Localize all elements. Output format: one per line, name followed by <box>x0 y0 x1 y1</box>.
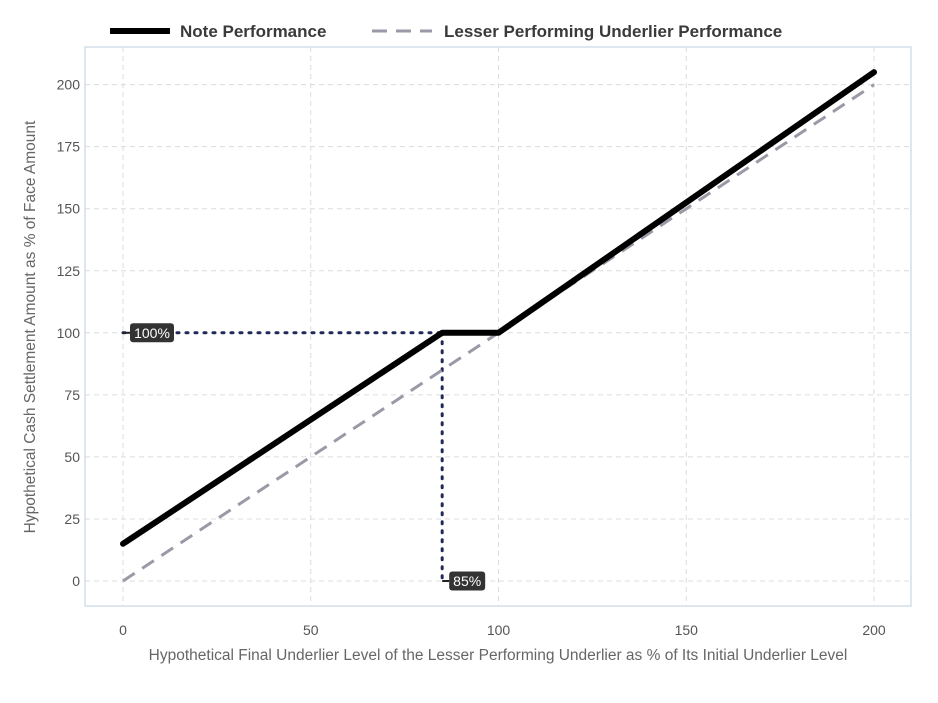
y-tick-label: 175 <box>57 139 81 155</box>
y-tick-label: 150 <box>57 201 81 217</box>
series <box>120 69 877 583</box>
series-line-note-performance <box>120 69 877 547</box>
y-tick-label: 125 <box>57 263 81 279</box>
y-axis-label: Hypothetical Cash Settlement Amount as %… <box>22 120 39 533</box>
annotation-box <box>130 323 174 343</box>
y-tick-label: 0 <box>72 573 80 589</box>
y-tick-label: 75 <box>64 387 80 403</box>
x-tick-label: 150 <box>675 622 699 638</box>
annotation-box <box>449 571 486 591</box>
y-tick-label: 50 <box>64 449 80 465</box>
annotations: 100% 85% <box>123 323 486 591</box>
x-tick-label: 50 <box>303 622 319 638</box>
legend-label-note-performance: Note Performance <box>180 22 326 41</box>
y-tick-label: 100 <box>57 325 81 341</box>
x-tick-label: 100 <box>487 622 511 638</box>
reference-lines <box>121 331 444 583</box>
annotation-label: 100% <box>134 325 170 341</box>
y-tick-label: 25 <box>64 511 80 527</box>
x-axis-label: Hypothetical Final Underlier Level of th… <box>149 647 848 664</box>
annotation-label: 85% <box>453 573 481 589</box>
legend: Note Performance Lesser Performing Under… <box>110 22 782 41</box>
legend-label-underlier-performance: Lesser Performing Underlier Performance <box>444 22 782 41</box>
x-tick-label: 200 <box>862 622 886 638</box>
tick-labels: 0 50 100 150 200 0 25 50 75 100 125 150 175 200 <box>57 77 886 638</box>
x-tick-label: 0 <box>119 622 127 638</box>
y-tick-label: 200 <box>57 77 81 93</box>
